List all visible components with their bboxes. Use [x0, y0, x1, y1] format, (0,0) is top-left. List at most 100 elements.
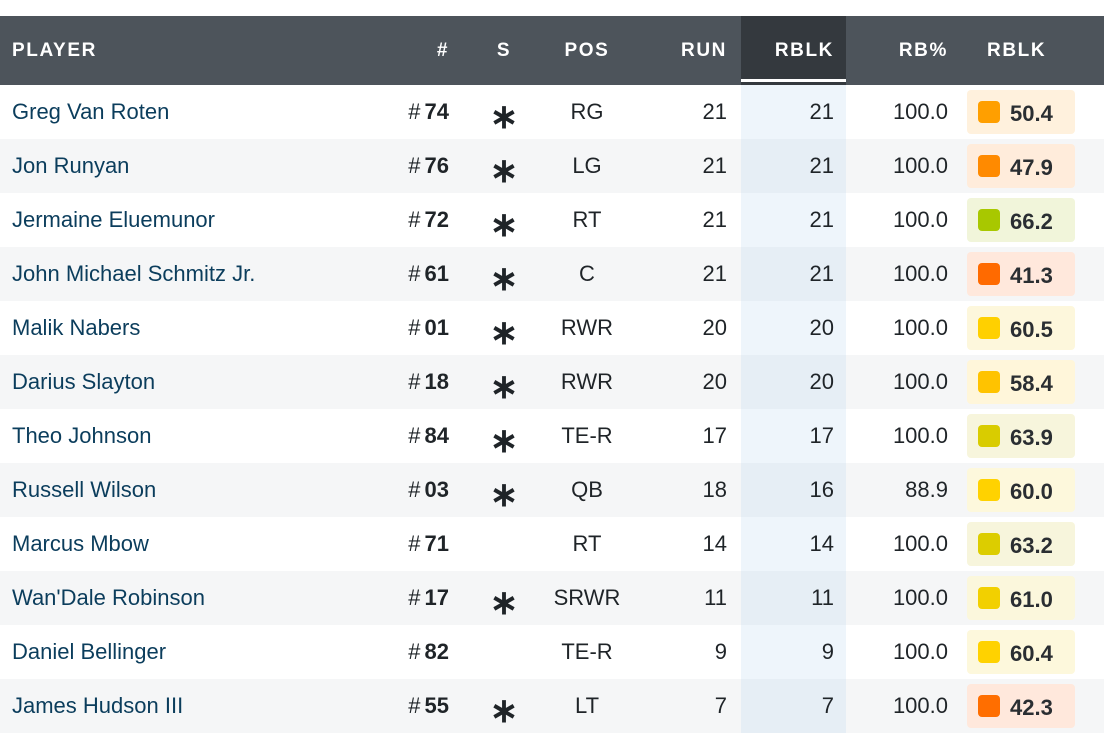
grade-color-swatch — [978, 317, 1000, 339]
player-name-link[interactable]: Darius Slayton — [12, 369, 156, 394]
grade-badge: 66.2 — [967, 198, 1075, 242]
column-header-rblk-sorted[interactable]: RBLK — [741, 16, 846, 85]
run-cell: 9 — [714, 639, 727, 664]
player-name-link[interactable]: Jermaine Eluemunor — [12, 207, 215, 232]
starter-asterisk-icon: ∗ — [489, 314, 519, 352]
top-spacer — [0, 0, 1104, 16]
rblk-cell: 21 — [741, 85, 846, 139]
grade-cell: 50.4 — [965, 85, 1104, 139]
run-blocking-table: PLAYER # S POS RUN RBLK RB% RBLK Greg Va… — [0, 16, 1104, 733]
player-name-link[interactable]: Wan'Dale Robinson — [12, 585, 205, 610]
position-cell: RG — [570, 99, 604, 124]
jersey-number-value: 61 — [424, 261, 449, 286]
grade-badge: 60.4 — [967, 630, 1075, 674]
hash-symbol: # — [408, 585, 421, 610]
jersey-number-value: 84 — [424, 423, 449, 448]
table-row: Theo Johnson #84 ∗ TE-R 17 17 100.0 63.9 — [0, 409, 1104, 463]
player-name-link[interactable]: Marcus Mbow — [12, 531, 149, 556]
rblk-cell: 21 — [741, 193, 846, 247]
jersey-number-value: 82 — [424, 639, 449, 664]
jersey-number: #61 — [380, 247, 466, 301]
column-header-rblk-grade[interactable]: RBLK — [987, 39, 1047, 61]
jersey-number: #17 — [380, 571, 466, 625]
jersey-number-value: 74 — [424, 99, 449, 124]
jersey-number: #01 — [380, 301, 466, 355]
rb-pct-cell: 100.0 — [892, 261, 948, 286]
player-name-link[interactable]: Russell Wilson — [12, 477, 157, 502]
position-cell: C — [579, 261, 595, 286]
position-cell: SRWR — [553, 585, 621, 610]
rblk-cell: 14 — [741, 517, 846, 571]
grade-color-swatch — [978, 533, 1000, 555]
grade-badge: 60.5 — [967, 306, 1075, 350]
rb-pct-cell: 100.0 — [892, 369, 948, 394]
player-name-link[interactable]: John Michael Schmitz Jr. — [12, 261, 256, 286]
jersey-number: #74 — [380, 85, 466, 139]
position-cell: TE-R — [561, 639, 613, 664]
column-header-rb-pct[interactable]: RB% — [898, 39, 948, 61]
jersey-number: #76 — [380, 139, 466, 193]
grade-badge: 60.0 — [967, 468, 1075, 512]
hash-symbol: # — [408, 423, 421, 448]
position-cell: RT — [572, 531, 602, 556]
starter-asterisk-icon: ∗ — [489, 584, 519, 622]
column-header-player[interactable]: PLAYER — [12, 39, 97, 61]
grade-color-swatch — [978, 209, 1000, 231]
run-cell: 17 — [702, 423, 727, 448]
grade-color-swatch — [978, 425, 1000, 447]
grade-value: 63.2 — [1010, 533, 1053, 558]
column-header-position[interactable]: POS — [564, 39, 610, 61]
grade-color-swatch — [978, 587, 1000, 609]
table-row: Wan'Dale Robinson #17 ∗ SRWR 11 11 100.0 61.0 — [0, 571, 1104, 625]
rb-pct-cell: 100.0 — [892, 423, 948, 448]
player-name-link[interactable]: James Hudson III — [12, 693, 184, 718]
grade-color-swatch — [978, 371, 1000, 393]
table-row: Greg Van Roten #74 ∗ RG 21 21 100.0 50.4 — [0, 85, 1104, 139]
column-header-starter[interactable]: S — [496, 39, 512, 61]
position-cell: QB — [571, 477, 603, 502]
hash-symbol: # — [408, 315, 421, 340]
grade-cell: 60.0 — [965, 463, 1104, 517]
jersey-number-value: 55 — [424, 693, 449, 718]
jersey-number: #82 — [380, 625, 466, 679]
position-cell: LT — [574, 693, 600, 718]
starter-asterisk-icon: ∗ — [489, 422, 519, 460]
rb-pct-cell: 100.0 — [892, 153, 948, 178]
column-header-number[interactable]: # — [436, 39, 449, 61]
grade-value: 61.0 — [1010, 587, 1053, 612]
table-body: Greg Van Roten #74 ∗ RG 21 21 100.0 50.4 Jon Run… — [0, 85, 1104, 733]
run-cell: 21 — [702, 207, 727, 232]
grade-cell: 66.2 — [965, 193, 1104, 247]
player-name-link[interactable]: Greg Van Roten — [12, 99, 170, 124]
rb-pct-cell: 100.0 — [892, 207, 948, 232]
position-cell: RT — [572, 207, 602, 232]
table-row: Jermaine Eluemunor #72 ∗ RT 21 21 100.0 66.2 — [0, 193, 1104, 247]
jersey-number: #71 — [380, 517, 466, 571]
grade-color-swatch — [978, 695, 1000, 717]
grade-cell: 47.9 — [965, 139, 1104, 193]
grade-cell: 63.2 — [965, 517, 1104, 571]
jersey-number: #84 — [380, 409, 466, 463]
grade-color-swatch — [978, 263, 1000, 285]
column-header-run[interactable]: RUN — [681, 39, 727, 61]
grade-badge: 61.0 — [967, 576, 1075, 620]
starter-asterisk-icon: ∗ — [489, 152, 519, 190]
player-name-link[interactable]: Jon Runyan — [12, 153, 130, 178]
grade-cell: 41.3 — [965, 247, 1104, 301]
player-name-link[interactable]: Malik Nabers — [12, 315, 141, 340]
jersey-number-value: 17 — [424, 585, 449, 610]
grade-badge: 50.4 — [967, 90, 1075, 134]
rblk-cell: 21 — [741, 139, 846, 193]
rblk-cell: 11 — [741, 571, 846, 625]
player-name-link[interactable]: Daniel Bellinger — [12, 639, 167, 664]
jersey-number: #72 — [380, 193, 466, 247]
rblk-cell: 20 — [741, 355, 846, 409]
grade-value: 60.5 — [1010, 317, 1053, 342]
hash-symbol: # — [408, 477, 421, 502]
player-name-link[interactable]: Theo Johnson — [12, 423, 152, 448]
position-cell: RWR — [560, 369, 614, 394]
jersey-number-value: 01 — [424, 315, 449, 340]
run-cell: 20 — [702, 369, 727, 394]
grade-cell: 60.5 — [965, 301, 1104, 355]
grade-value: 60.4 — [1010, 641, 1053, 666]
